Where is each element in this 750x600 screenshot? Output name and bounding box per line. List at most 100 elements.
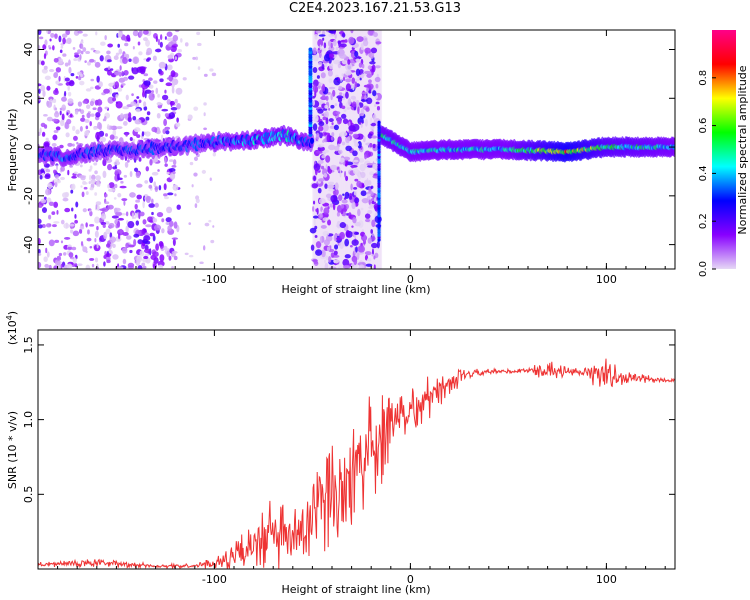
spectrogram-noise-cell	[89, 224, 95, 227]
spectrogram-noise-cell	[327, 40, 332, 47]
spectrogram-y-tick-label: 0	[22, 144, 35, 151]
spectrogram-noise-cell	[164, 156, 167, 164]
spectrogram-noise-cell	[71, 246, 77, 251]
spectrogram-noise-cell	[152, 93, 155, 98]
spectrogram-noise-cell	[322, 93, 326, 99]
spectrogram-noise-cell	[358, 113, 364, 116]
spectrogram-noise-cell	[94, 237, 97, 243]
spectrogram-noise-cell	[318, 121, 325, 127]
spectrogram-noise-cell	[375, 83, 379, 89]
spectrogram-noise-cell	[372, 90, 377, 97]
spectrogram-noise-cell	[328, 30, 337, 34]
spectrogram-noise-cell	[212, 225, 215, 228]
spectrogram-noise-cell	[85, 125, 89, 130]
spectrogram-noise-cell	[151, 171, 159, 176]
spectrogram-noise-cell	[331, 132, 335, 137]
spectrogram-noise-cell	[366, 193, 371, 197]
spectrogram-noise-cell	[315, 30, 322, 34]
spectrogram-noise-cell	[61, 33, 68, 38]
spectrogram-noise-cell	[99, 208, 107, 211]
spectrogram-noise-cell	[103, 231, 108, 240]
spectrogram-noise-cell	[336, 220, 341, 229]
spectrogram-noise-cell	[44, 263, 49, 268]
spectrogram-noise-cell	[350, 183, 353, 191]
spectrogram-noise-cell	[108, 188, 116, 192]
spectrogram-noise-cell	[54, 239, 60, 244]
spectrogram-noise-cell	[187, 114, 192, 120]
spectrogram-noise-cell	[357, 106, 360, 115]
spectrogram-noise-cell	[346, 107, 350, 110]
spectrogram-noise-cell	[105, 221, 110, 225]
spectrogram-noise-cell	[54, 71, 58, 77]
spectrogram-noise-cell	[343, 264, 351, 269]
spectrogram-noise-cell	[119, 228, 123, 235]
spectrogram-noise-cell	[312, 84, 317, 93]
spectrogram-noise-cell	[371, 219, 376, 228]
spectrogram-noise-cell	[339, 241, 345, 249]
spectrogram-noise-cell	[55, 164, 59, 171]
spectrogram-noise-cell	[124, 155, 128, 161]
spectrogram-noise-cell	[49, 38, 52, 42]
spectrogram-noise-cell	[81, 114, 85, 119]
spectrogram-noise-cell	[320, 224, 327, 229]
spectrogram-noise-cell	[148, 219, 154, 223]
spectrogram-noise-cell	[77, 30, 83, 34]
spectrogram-noise-cell	[113, 197, 117, 200]
colorbar-tick-label: 0.0	[698, 261, 709, 277]
spectrogram-noise-cell	[351, 77, 356, 84]
spectrogram-noise-cell	[125, 242, 130, 249]
spectrogram-noise-cell	[132, 46, 135, 50]
spectrogram-noise-cell	[38, 83, 42, 87]
spectrogram-noise-cell	[74, 219, 78, 224]
spectrogram-noise-cell	[320, 72, 326, 79]
spectrogram-band-cell	[342, 30, 345, 269]
spectrogram-noise-cell	[369, 142, 373, 148]
colorbar-tick-label: 0.2	[698, 213, 709, 229]
spectrogram-noise-cell	[64, 77, 70, 82]
spectrogram-noise-cell	[342, 118, 349, 125]
spectrogram-noise-cell	[364, 153, 367, 160]
spectrogram-noise-cell	[105, 253, 112, 258]
spectrogram-noise-cell	[43, 196, 47, 200]
spectrogram-noise-cell	[367, 164, 374, 168]
spectrogram-noise-cell	[362, 135, 366, 143]
spectrogram-noise-cell	[163, 193, 168, 197]
spectrogram-noise-cell	[332, 89, 336, 97]
spectrogram-noise-cell	[203, 112, 206, 117]
spectrogram-noise-cell	[366, 97, 373, 105]
spectrogram-noise-cell	[58, 35, 62, 43]
spectrogram-noise-cell	[121, 70, 124, 77]
spectrogram-noise-cell	[318, 213, 324, 220]
spectrogram-noise-cell	[367, 30, 375, 36]
spectrogram-noise-cell	[104, 193, 108, 198]
spectrogram-noise-cell	[353, 138, 357, 144]
spectrogram-noise-cell	[323, 111, 329, 118]
spectrogram-noise-cell	[361, 91, 369, 95]
spectrogram-noise-cell	[315, 241, 322, 249]
spectrogram-noise-cell	[85, 222, 88, 228]
spectrogram-noise-cell	[52, 45, 55, 51]
spectrogram-noise-cell	[122, 57, 128, 65]
spectrogram-noise-cell	[345, 78, 352, 83]
spectrogram-noise-cell	[95, 111, 101, 118]
spectrogram-x-tick-label: 0	[407, 273, 414, 286]
spectrogram-noise-cell	[152, 234, 156, 242]
spectrogram-noise-cell	[58, 75, 61, 82]
spectrogram-noise-cell	[122, 121, 128, 126]
spectrogram-noise-cell	[121, 198, 128, 201]
spectrogram-noise-cell	[371, 64, 376, 73]
spectrogram-noise-cell	[149, 176, 154, 184]
spectrogram-noise-cell	[54, 174, 59, 179]
spectrogram-noise-cell	[43, 53, 47, 60]
spectrogram-noise-cell	[337, 62, 342, 69]
spectrogram-noise-cell	[106, 259, 111, 264]
spectrogram-noise-cell	[340, 210, 344, 214]
spectrogram-streak-cell	[308, 47, 313, 52]
spectrogram-noise-cell	[367, 133, 373, 139]
spectrogram-noise-cell	[209, 177, 212, 181]
spectrogram-noise-cell	[72, 46, 76, 50]
figure-title: C2E4.2023.167.21.53.G13	[288, 1, 462, 16]
spectrogram-noise-cell	[63, 237, 71, 240]
spectrogram-noise-cell	[100, 213, 107, 220]
spectrogram-noise-cell	[38, 36, 44, 40]
